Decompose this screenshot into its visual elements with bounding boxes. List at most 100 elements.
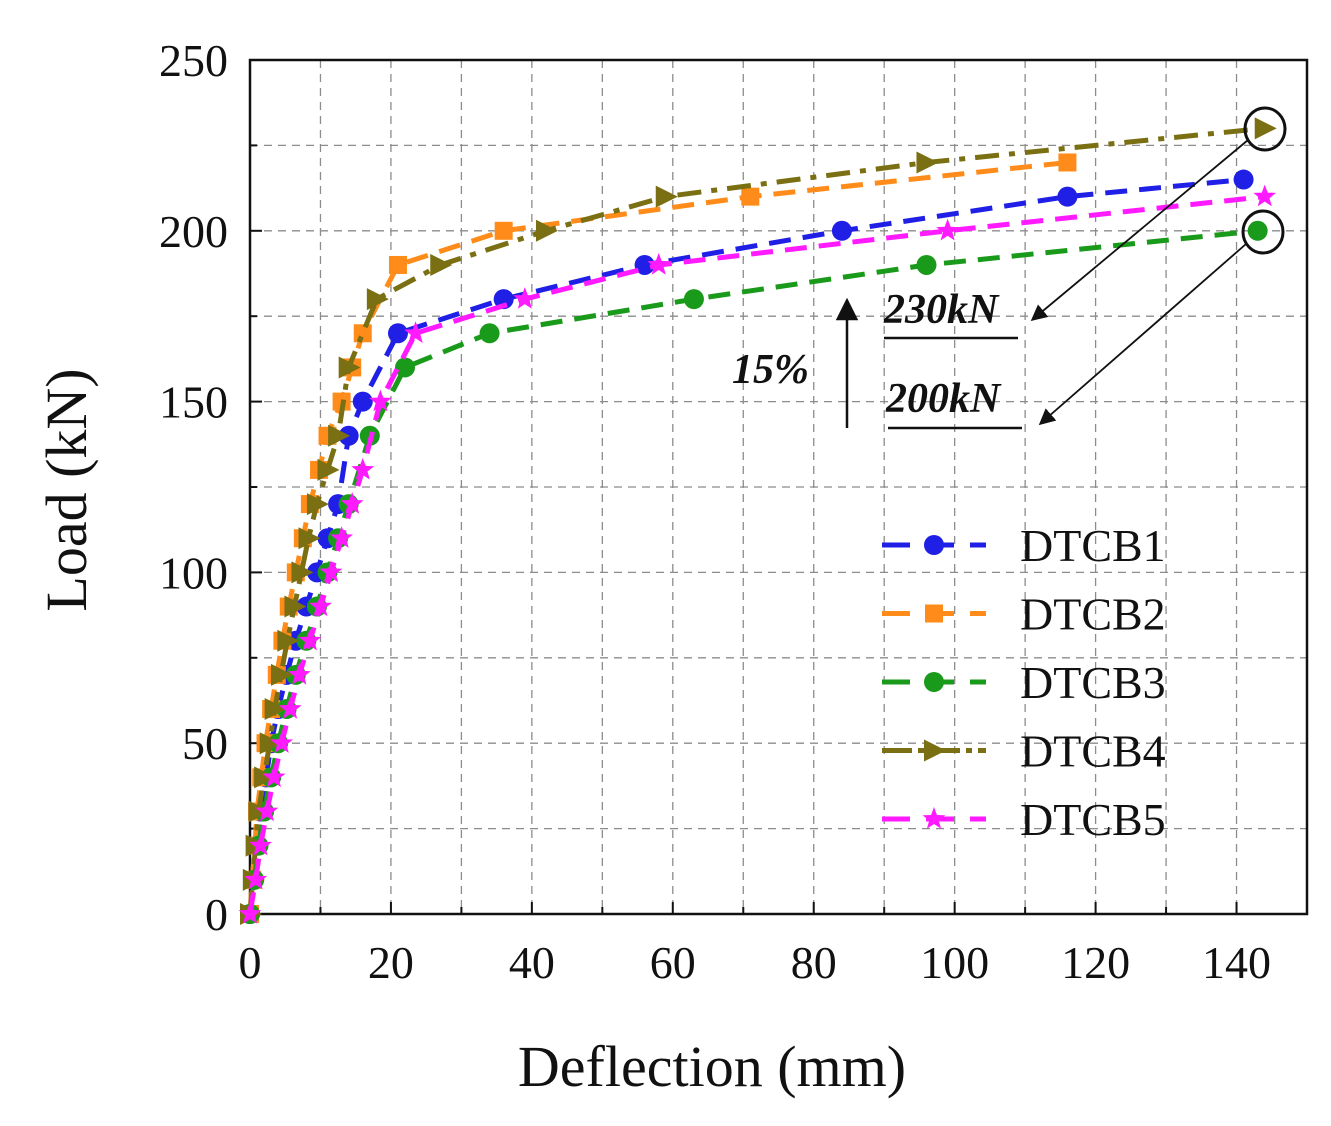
lower-value-label: 200kN	[885, 376, 1002, 422]
data-point-dtcb4	[248, 800, 271, 823]
data-point-dtcb1	[493, 289, 514, 310]
data-point-dtcb4	[328, 424, 351, 447]
x-axis-title: Deflection (mm)	[518, 1034, 906, 1099]
legend-marker	[924, 535, 944, 555]
data-point-dtcb5	[330, 526, 353, 548]
data-point-dtcb5	[249, 833, 272, 856]
series-line-dtcb4	[247, 125, 1265, 915]
data-point-dtcb5	[647, 253, 671, 275]
y-axis-title: Load (kN)	[34, 368, 99, 611]
y-tick-label: 250	[159, 35, 228, 86]
legend-item-dtcb1: DTCB1	[882, 520, 1166, 571]
legend-marker	[924, 672, 944, 692]
annotation-group: 15% 230kN 200kN	[732, 106, 1287, 430]
legend-item-dtcb4: DTCB4	[882, 726, 1166, 777]
legend-label: DTCB2	[1020, 589, 1166, 640]
data-point-dtcb1	[352, 391, 373, 412]
data-point-dtcb5	[404, 321, 427, 343]
y-tick-label: 150	[159, 377, 228, 428]
data-point-dtcb4	[306, 493, 329, 516]
upper-value-label: 230kN	[883, 287, 1000, 333]
series-layer	[238, 117, 1277, 925]
data-point-dtcb4	[430, 253, 453, 276]
legend-label: DTCB1	[1020, 520, 1166, 571]
x-tick-label: 20	[368, 937, 414, 988]
legend: DTCB1 DTCB2 DTCB3 DTCB4 DTCB5	[882, 520, 1166, 845]
data-point-dtcb4	[254, 766, 277, 789]
data-point-dtcb5	[238, 902, 262, 924]
x-tick-label: 120	[1061, 937, 1130, 988]
data-point-dtcb5	[936, 218, 959, 241]
tick-labels: 0 20 40 60 80 100 120 140 0 50 100 150 200 250	[159, 35, 1271, 988]
data-point-dtcb4	[284, 595, 307, 618]
data-point-dtcb5	[298, 628, 322, 651]
data-point-dtcb4	[264, 698, 287, 721]
data-point-dtcb3	[683, 289, 704, 310]
data-point-dtcb4	[338, 356, 361, 379]
y-tick-label: 0	[205, 889, 228, 940]
series-dtcb4	[240, 117, 1277, 925]
lower-peak-circle	[1241, 209, 1285, 255]
legend-label: DTCB4	[1020, 726, 1166, 777]
legend-label: DTCB5	[1020, 794, 1166, 845]
data-point-dtcb2	[494, 221, 513, 240]
data-point-dtcb4	[1254, 117, 1277, 140]
data-point-dtcb5	[1253, 184, 1277, 207]
series-dtcb5	[238, 184, 1277, 924]
data-point-dtcb4	[655, 185, 678, 208]
data-point-dtcb5	[262, 765, 286, 788]
y-tick-label: 50	[182, 718, 228, 769]
data-point-dtcb4	[277, 629, 300, 652]
upper-peak-circle	[1243, 106, 1287, 152]
data-point-dtcb5	[287, 662, 311, 685]
data-point-dtcb5	[513, 287, 537, 309]
data-point-dtcb4	[271, 663, 294, 686]
data-point-dtcb2	[388, 255, 407, 274]
data-point-dtcb4	[317, 458, 340, 481]
y-tick-label: 100	[159, 547, 228, 598]
data-point-dtcb4	[535, 219, 558, 242]
data-point-dtcb1	[634, 254, 655, 275]
x-tick-label: 40	[509, 937, 555, 988]
data-point-dtcb5	[351, 457, 375, 480]
data-point-dtcb4	[298, 527, 321, 550]
data-point-dtcb4	[916, 151, 939, 174]
upper-pointer-arrow	[1030, 139, 1249, 322]
data-point-dtcb2	[1058, 153, 1077, 172]
data-point-dtcb1	[1233, 169, 1254, 190]
data-point-dtcb3	[479, 323, 500, 344]
legend-item-dtcb5: DTCB5	[882, 794, 1166, 845]
legend-item-dtcb3: DTCB3	[882, 657, 1166, 708]
data-point-dtcb1	[831, 220, 852, 241]
data-point-dtcb1	[387, 323, 408, 344]
legend-label: DTCB3	[1020, 657, 1166, 708]
lower-pointer-arrow	[1038, 243, 1247, 426]
data-point-dtcb4	[259, 732, 282, 755]
data-point-dtcb5	[340, 492, 364, 514]
legend-marker	[924, 739, 946, 762]
data-point-dtcb5	[270, 731, 294, 753]
axis-ticks	[250, 144, 1238, 914]
data-point-dtcb5	[244, 867, 268, 890]
plot-area	[250, 60, 1307, 914]
data-point-dtcb3	[1247, 220, 1268, 241]
data-point-dtcb5	[309, 594, 332, 617]
data-point-dtcb4	[366, 288, 389, 311]
data-point-dtcb5	[369, 389, 392, 412]
increase-label: 15%	[732, 347, 809, 393]
legend-item-dtcb2: DTCB2	[882, 589, 1166, 640]
x-tick-label: 80	[791, 937, 837, 988]
x-tick-label: 140	[1202, 937, 1271, 988]
legend-marker	[922, 807, 946, 829]
data-point-dtcb2	[741, 187, 760, 206]
y-tick-label: 200	[159, 206, 228, 257]
x-tick-label: 100	[920, 937, 989, 988]
x-tick-label: 0	[239, 937, 262, 988]
data-point-dtcb1	[1057, 186, 1078, 207]
data-point-dtcb5	[319, 560, 343, 583]
data-point-dtcb4	[291, 561, 314, 584]
data-point-dtcb5	[255, 799, 279, 822]
data-point-dtcb3	[916, 254, 937, 275]
legend-marker	[925, 604, 943, 623]
